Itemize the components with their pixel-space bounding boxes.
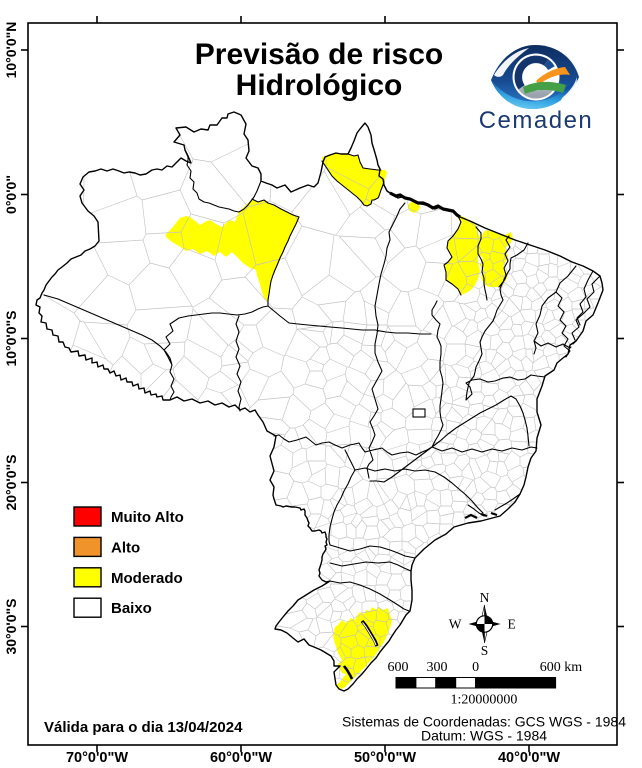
svg-text:50°0'0"W: 50°0'0"W xyxy=(354,750,416,766)
svg-text:Muito Alto: Muito Alto xyxy=(111,509,184,526)
svg-text:10°0'0"S: 10°0'0"S xyxy=(3,310,19,366)
svg-text:70°0'0"W: 70°0'0"W xyxy=(66,750,128,766)
svg-text:Datum: WGS - 1984: Datum: WGS - 1984 xyxy=(421,728,547,744)
svg-text:W: W xyxy=(449,617,462,632)
svg-text:1:20000000: 1:20000000 xyxy=(451,693,518,708)
svg-text:40°0'0"W: 40°0'0"W xyxy=(498,750,560,766)
svg-text:S: S xyxy=(481,643,489,658)
svg-text:0: 0 xyxy=(472,660,479,675)
svg-text:600 km: 600 km xyxy=(540,660,583,675)
svg-text:Baixo: Baixo xyxy=(111,600,152,617)
svg-text:Cemaden: Cemaden xyxy=(479,107,594,134)
svg-text:Válida para o dia 13/04/2024: Válida para o dia 13/04/2024 xyxy=(44,719,243,736)
svg-text:60°0'0"W: 60°0'0"W xyxy=(210,750,272,766)
svg-text:Hidrológico: Hidrológico xyxy=(236,69,403,102)
svg-text:30°0'0"S: 30°0'0"S xyxy=(3,598,19,654)
svg-text:10°0'0"N: 10°0'0"N xyxy=(3,22,19,79)
svg-text:E: E xyxy=(508,617,516,632)
svg-text:Sistemas de Coordenadas: GCS W: Sistemas de Coordenadas: GCS WGS - 1984 xyxy=(342,714,626,730)
svg-text:20°0'0"S: 20°0'0"S xyxy=(3,454,19,510)
svg-text:300: 300 xyxy=(427,660,448,675)
svg-text:Moderado: Moderado xyxy=(111,570,183,587)
svg-text:Previsão de risco: Previsão de risco xyxy=(195,38,443,71)
svg-text:N: N xyxy=(480,590,490,605)
svg-text:0°0'0": 0°0'0" xyxy=(3,175,19,214)
svg-text:Alto: Alto xyxy=(111,539,140,556)
svg-text:600: 600 xyxy=(388,660,409,675)
